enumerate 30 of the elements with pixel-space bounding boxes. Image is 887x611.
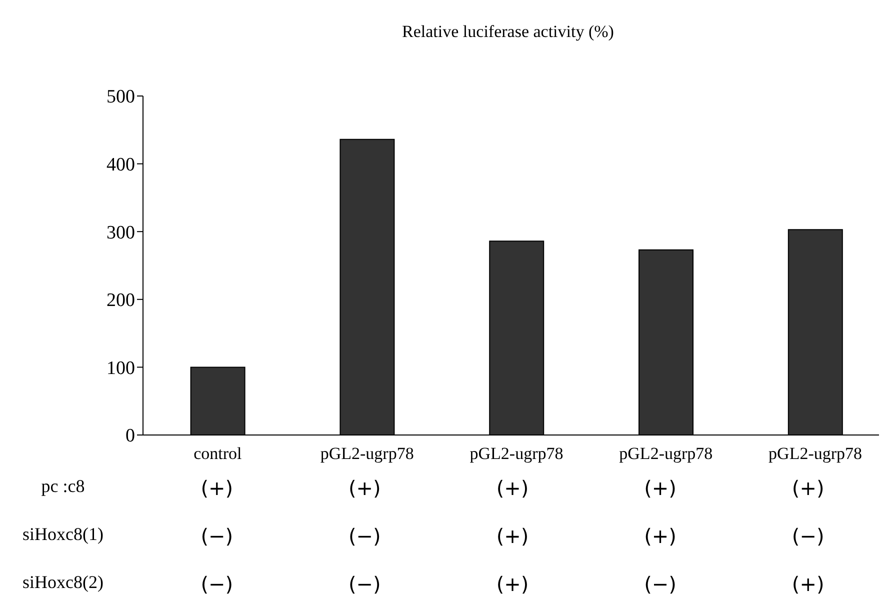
text: (+)	[348, 476, 382, 500]
text: pc :c8	[40, 476, 86, 497]
text: (−)	[643, 572, 678, 596]
x-tick-label: pGL2-ugrp78	[320, 444, 414, 464]
text: (−)	[790, 524, 826, 548]
text: (−)	[200, 524, 234, 548]
y-tick-label: 100	[106, 358, 135, 379]
text: (+)	[790, 572, 826, 596]
text: (+)	[790, 476, 826, 500]
x-tick-label: pGL2-ugrp78	[768, 444, 862, 464]
text: siHoxc8(2)	[22, 572, 104, 593]
text: (+)	[200, 476, 234, 500]
x-tick-label: pGL2-ugrp78	[470, 444, 564, 464]
y-tick-label: 200	[106, 290, 135, 312]
text: (−)	[348, 524, 382, 548]
text: (−)	[200, 572, 234, 596]
y-tick-label: 300	[106, 222, 135, 244]
text: (+)	[643, 524, 678, 548]
text: siHoxc8(1)	[22, 524, 104, 545]
text: (+)	[643, 476, 678, 500]
chart-title: Relative luciferase activity (%)	[401, 22, 615, 42]
text: (+)	[495, 572, 530, 596]
x-tick-label: pGL2-ugrp78	[619, 444, 713, 464]
x-tick-label: control	[194, 444, 242, 464]
y-tick-label: 400	[106, 154, 135, 176]
y-tick-label: 500	[106, 86, 135, 108]
text: (+)	[495, 476, 530, 500]
y-tick-label: 0	[126, 426, 135, 447]
text: (−)	[348, 572, 382, 596]
text: (+)	[495, 524, 530, 548]
